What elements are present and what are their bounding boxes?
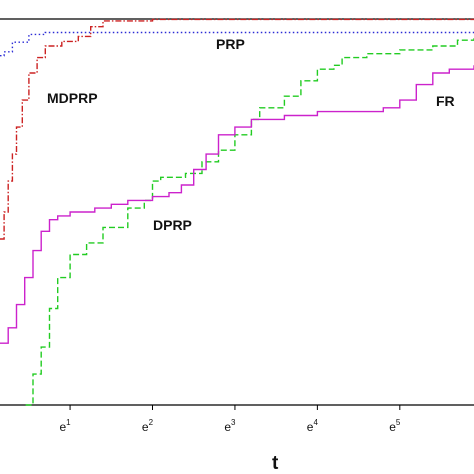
series-label-prp: PRP (216, 36, 245, 52)
x-tick-label: e4 (307, 418, 319, 434)
series-line-dprp (25, 38, 474, 406)
series-label-dprp: DPRP (153, 217, 192, 233)
series-line-fr (0, 65, 474, 344)
x-tick-label: e5 (389, 418, 401, 434)
x-axis-title: t (272, 453, 279, 474)
x-tick-layer: e1 e2 e3 e4 e5 (59, 405, 401, 434)
x-tick-label: e3 (224, 418, 236, 434)
series-line-mdprp (0, 18, 474, 240)
series-label-fr: FR (436, 93, 455, 109)
series-layer (0, 18, 474, 406)
series-label-mdprp: MDPRP (47, 90, 98, 106)
x-tick-label: e1 (59, 418, 71, 434)
x-tick-label: e2 (142, 418, 154, 434)
